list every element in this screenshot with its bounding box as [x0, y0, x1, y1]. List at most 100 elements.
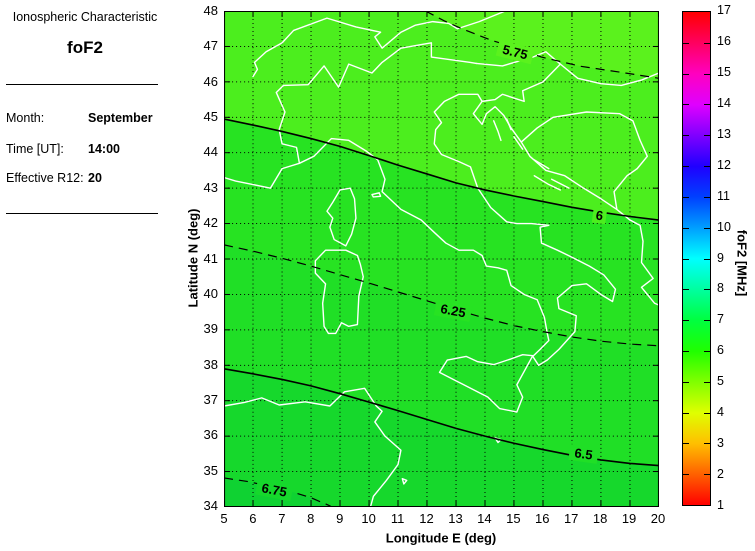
y-tick-48: 48 [203, 3, 218, 18]
colorbar-tick [704, 258, 710, 260]
colorbar-tick [704, 443, 710, 445]
x-tick-16: 16 [535, 511, 550, 526]
x-tick-8: 8 [307, 511, 315, 526]
colorbar-tick [683, 289, 689, 291]
x-tick-17: 17 [563, 511, 579, 526]
x-tick-18: 18 [592, 511, 608, 526]
colorbar-tick [704, 73, 710, 75]
colorbar-num-16: 16 [717, 33, 731, 48]
colorbar-tick [683, 350, 689, 352]
colorbar-num-13: 13 [717, 126, 731, 141]
month-value: September [88, 111, 153, 125]
coast-dalmatian-island-6 [550, 178, 570, 189]
colorbar-num-9: 9 [717, 250, 724, 265]
y-tick-35: 35 [203, 462, 218, 478]
colorbar-tick [704, 320, 710, 322]
y-tick-44: 44 [203, 144, 218, 160]
coast-france-italy [275, 84, 301, 165]
y-tick-36: 36 [203, 427, 218, 443]
y-tick-38: 38 [203, 356, 218, 372]
x-tick-5: 5 [220, 511, 228, 526]
y-tick-34: 34 [203, 498, 218, 513]
contour-label-6.25: 6.25 [433, 299, 473, 323]
colorbar-tick [704, 104, 710, 106]
colorbar-tick [683, 474, 689, 476]
month-label: Month: [6, 111, 45, 125]
colorbar-tick [683, 73, 689, 75]
colorbar-num-3: 3 [717, 436, 724, 451]
colorbar-num-11: 11 [717, 188, 730, 203]
colorbar-num-15: 15 [717, 64, 731, 79]
colorbar-tick [683, 42, 689, 44]
coast-dalmatian-island-4 [533, 159, 550, 170]
colorbar-num-5: 5 [717, 374, 724, 389]
coast-switzerland-north [252, 11, 524, 78]
colorbar-num-14: 14 [717, 95, 731, 110]
coast-austria-slovenia-hungary [475, 51, 659, 87]
coast-elba [371, 192, 382, 198]
colorbar-tick [683, 196, 689, 198]
x-tick-7: 7 [278, 511, 286, 526]
colorbar [682, 11, 711, 506]
contour-label-6.75: 6.75 [255, 478, 294, 502]
x-tick-10: 10 [361, 511, 376, 526]
y-tick-47: 47 [203, 38, 218, 54]
colorbar-tick [704, 474, 710, 476]
colorbar-tick [704, 412, 710, 414]
colorbar-num-12: 12 [717, 157, 731, 172]
x-tick-11: 11 [390, 511, 405, 526]
colorbar-tick [704, 289, 710, 291]
colorbar-tick [683, 135, 689, 137]
y-axis-label: Latitude N (deg) [185, 208, 201, 308]
colorbar-num-2: 2 [717, 467, 724, 482]
contour-label-6.5: 6.5 [568, 443, 599, 464]
contour-6 [224, 118, 659, 221]
y-tick-39: 39 [203, 321, 218, 337]
coast-slovenia-croatia [481, 63, 562, 103]
x-tick-13: 13 [448, 511, 463, 526]
colorbar-tick [704, 381, 710, 383]
x-tick-9: 9 [336, 511, 344, 526]
coast-dalmatian-island-5 [533, 175, 562, 191]
x-tick-20: 20 [650, 511, 666, 526]
colorbar-num-17: 17 [717, 3, 731, 17]
contour-map: 5.75 6 6.25 6.5 6.75 [224, 11, 659, 507]
colorbar-tick [704, 196, 710, 198]
y-tick-42: 42 [203, 215, 218, 231]
r12-value: 20 [88, 171, 102, 185]
coast-dalmatian-island-1 [493, 120, 502, 142]
band-above-5.75 [224, 11, 659, 79]
colorbar-tick [683, 227, 689, 229]
time-label: Time [UT]: [6, 142, 64, 156]
y-tick-43: 43 [203, 179, 218, 195]
svg-text:6.75: 6.75 [260, 480, 288, 500]
colorbar-tick [683, 320, 689, 322]
colorbar-num-7: 7 [717, 312, 724, 327]
x-tick-19: 19 [621, 511, 637, 526]
svg-text:6.5: 6.5 [574, 445, 594, 462]
divider-top [6, 84, 158, 85]
svg-text:6: 6 [595, 207, 604, 223]
coast-croatia-bosnia [520, 111, 649, 211]
x-tick-6: 6 [249, 511, 257, 526]
colorbar-num-4: 4 [717, 405, 724, 420]
svg-text:6.25: 6.25 [439, 301, 467, 321]
colorbar-tick [683, 443, 689, 445]
colorbar-num-1: 1 [717, 498, 724, 512]
colorbar-tick [683, 381, 689, 383]
r12-label: Effective R12: [6, 171, 84, 185]
coast-kerkennah [401, 477, 408, 485]
y-tick-45: 45 [203, 109, 218, 125]
coast-north-africa [224, 387, 402, 507]
y-tick-46: 46 [203, 73, 218, 89]
colorbar-num-10: 10 [717, 219, 731, 234]
colorbar-tick [683, 104, 689, 106]
time-value: 14:00 [88, 142, 120, 156]
contour-label-5.75: 5.75 [495, 39, 535, 65]
coast-dalmatian-island-2 [506, 118, 512, 131]
band-above-6 [224, 11, 659, 221]
coast-switzerland-italy-austria [282, 42, 477, 88]
x-axis-label: Longitude E (deg) [385, 530, 497, 546]
y-tick-41: 41 [203, 250, 218, 266]
divider-bottom [6, 213, 158, 214]
